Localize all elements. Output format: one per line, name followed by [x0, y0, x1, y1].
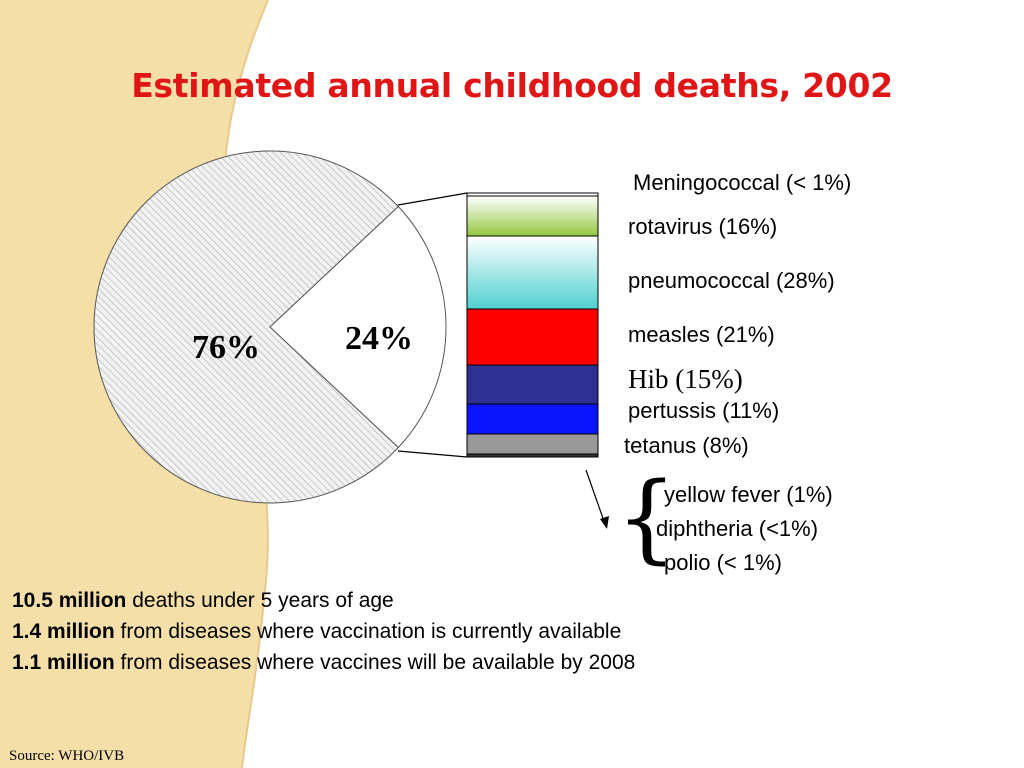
pie-slice-24 [269, 205, 447, 449]
label-polio: polio (< 1%) [664, 550, 783, 575]
label-yellow-fever: yellow fever (1%) [664, 482, 833, 507]
label-diphtheria: diphtheria (<1%) [656, 516, 819, 541]
fact-highlight: 1.4 million [12, 620, 115, 643]
brace-symbol: { [616, 462, 678, 574]
bar-measles [466, 308, 599, 366]
source-note: Source: WHO/IVB [9, 748, 125, 764]
pie-label-24: 24% [345, 320, 413, 357]
fact-line: 1.4 million from diseases where vaccinat… [12, 616, 635, 647]
pie-chart [93, 150, 447, 504]
pie-slice-76 [93, 150, 400, 504]
label-pneumococcal: pneumococcal (28%) [628, 268, 835, 293]
chart-title: Estimated annual childhood deaths, 2002 [131, 66, 893, 105]
connector-line-top [397, 192, 468, 206]
stacked-bar [466, 192, 599, 458]
label-rotavirus: rotavirus (16%) [628, 214, 778, 239]
bar-pertussis [466, 403, 599, 435]
arrow-to-brace [585, 469, 609, 529]
bar-other [466, 453, 599, 458]
summary-facts: 10.5 million deaths under 5 years of age… [12, 585, 635, 678]
label-meningococcal: Meningococcal (< 1%) [633, 170, 852, 195]
label-hib: Hib (15%) [628, 364, 743, 394]
fact-text: from diseases where vaccination is curre… [114, 620, 622, 643]
fact-text: deaths under 5 years of age [126, 589, 394, 612]
fact-line: 1.1 million from diseases where vaccines… [12, 647, 635, 678]
fact-text: from diseases where vaccines will be ava… [114, 651, 636, 674]
fact-highlight: 10.5 million [12, 589, 127, 612]
fact-highlight: 1.1 million [12, 651, 115, 674]
bar-rotavirus [466, 195, 599, 237]
fact-line: 10.5 million deaths under 5 years of age [12, 585, 635, 616]
bar-tetanus [466, 433, 599, 455]
label-measles: measles (21%) [628, 322, 775, 347]
bar-hib [466, 364, 599, 405]
connector-line-bottom [397, 450, 468, 458]
pie-label-76: 76% [192, 329, 260, 366]
label-pertussis: pertussis (11%) [628, 398, 780, 423]
label-tetanus: tetanus (8%) [624, 433, 749, 458]
bar-pneumococcal [466, 235, 599, 310]
